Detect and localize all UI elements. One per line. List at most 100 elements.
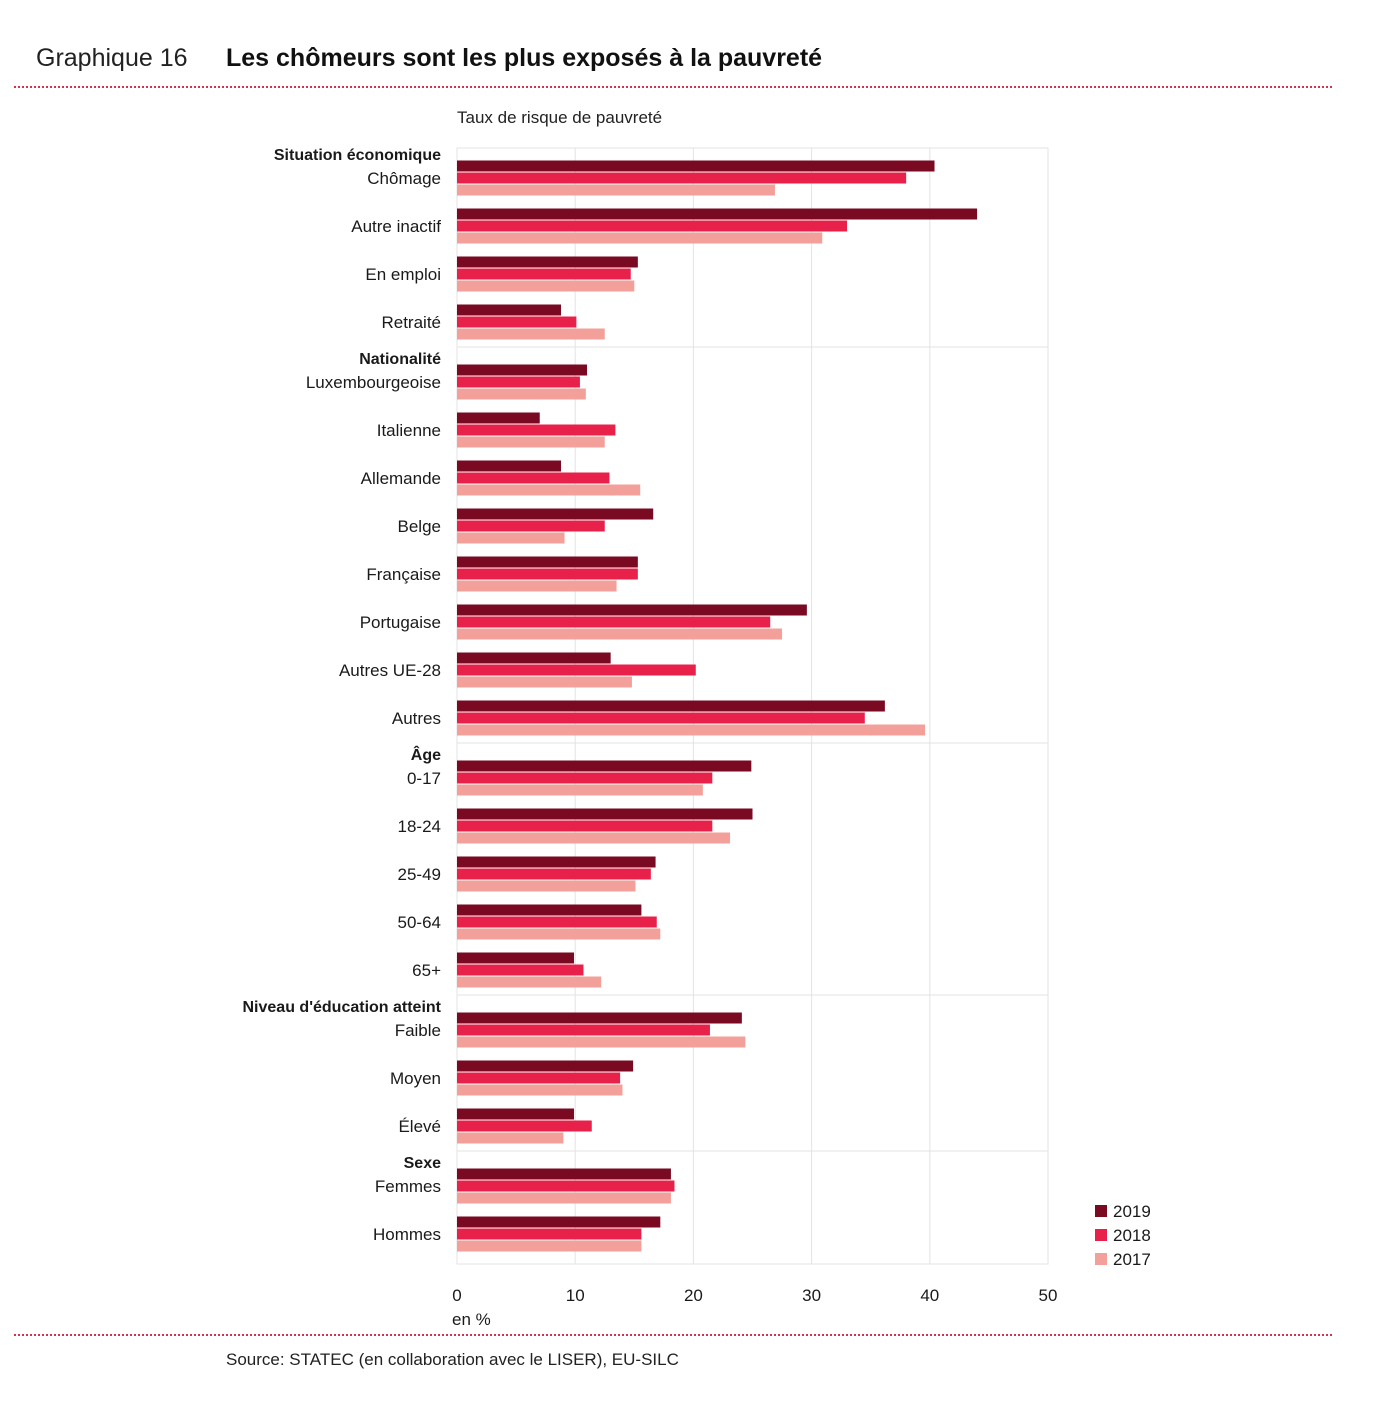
bar-italienne-2017: [457, 436, 605, 448]
category-label-eleve: Élevé: [398, 1117, 441, 1136]
bar-18-24-2017: [457, 832, 731, 844]
bar-18-24-2018: [457, 820, 713, 832]
category-label-italienne: Italienne: [377, 421, 441, 440]
bar-en-emploi-2018: [457, 268, 631, 280]
bar-italienne-2018: [457, 424, 616, 436]
bar-en-emploi-2019: [457, 256, 638, 268]
category-label-faible: Faible: [395, 1021, 441, 1040]
category-label-luxembourgeoise: Luxembourgeoise: [306, 373, 441, 392]
group-label-sexe: Sexe: [404, 1155, 441, 1172]
category-label-autre-inactif: Autre inactif: [351, 217, 441, 236]
legend-label-2018: 2018: [1113, 1226, 1151, 1245]
category-label-en-emploi: En emploi: [365, 265, 441, 284]
bar-50-64-2017: [457, 928, 661, 940]
bar-0-17-2018: [457, 772, 713, 784]
bar-francaise-2017: [457, 580, 617, 592]
x-tick-label: 0: [452, 1286, 461, 1305]
bar-autres-ue-28-2019: [457, 652, 611, 664]
category-label-18-24: 18-24: [398, 817, 441, 836]
category-label-autres: Autres: [392, 709, 441, 728]
category-label-65: 65+: [412, 961, 441, 980]
category-label-allemande: Allemande: [361, 469, 441, 488]
category-label-autres-ue-28: Autres UE-28: [339, 661, 441, 680]
bar-50-64-2019: [457, 904, 642, 916]
category-label-chomage: Chômage: [367, 169, 441, 188]
bar-retraite-2018: [457, 316, 577, 328]
bar-0-17-2017: [457, 784, 703, 796]
bar-autre-inactif-2019: [457, 208, 978, 220]
bar-luxembourgeoise-2017: [457, 388, 586, 400]
x-axis-label: en %: [452, 1310, 491, 1329]
bar-eleve-2017: [457, 1132, 564, 1144]
bar-portugaise-2019: [457, 604, 807, 616]
group-label-nationalite: Nationalité: [359, 351, 441, 368]
bar-moyen-2018: [457, 1072, 621, 1084]
bar-moyen-2019: [457, 1060, 634, 1072]
bar-belge-2018: [457, 520, 605, 532]
bar-luxembourgeoise-2018: [457, 376, 580, 388]
bar-50-64-2018: [457, 916, 657, 928]
bar-allemande-2019: [457, 460, 562, 472]
bar-francaise-2019: [457, 556, 638, 568]
legend-swatch-2017: [1095, 1253, 1107, 1265]
bar-retraite-2017: [457, 328, 605, 340]
bar-hommes-2019: [457, 1216, 661, 1228]
bar-65-2017: [457, 976, 602, 988]
graph-number: Graphique 16: [36, 44, 188, 72]
bar-retraite-2019: [457, 304, 562, 316]
bar-65-2019: [457, 952, 575, 964]
bar-autres-2017: [457, 724, 926, 736]
legend-label-2019: 2019: [1113, 1202, 1151, 1221]
bar-faible-2018: [457, 1024, 710, 1036]
bar-italienne-2019: [457, 412, 540, 424]
x-tick-label: 40: [920, 1286, 939, 1305]
category-label-50-64: 50-64: [398, 913, 441, 932]
bar-allemande-2017: [457, 484, 641, 496]
group-label-niveau-d-education-atteint: Niveau d'éducation atteint: [243, 999, 442, 1016]
category-label-belge: Belge: [398, 517, 441, 536]
bar-belge-2017: [457, 532, 565, 544]
bar-luxembourgeoise-2019: [457, 364, 588, 376]
bar-65-2018: [457, 964, 584, 976]
legend-swatch-2019: [1095, 1205, 1107, 1217]
category-label-femmes: Femmes: [375, 1177, 441, 1196]
bar-chomage-2017: [457, 184, 775, 196]
x-tick-label: 50: [1039, 1286, 1058, 1305]
bar-hommes-2018: [457, 1228, 642, 1240]
bar-portugaise-2018: [457, 616, 771, 628]
category-label-hommes: Hommes: [373, 1225, 441, 1244]
top-divider: [14, 86, 1332, 88]
bar-portugaise-2017: [457, 628, 783, 640]
bar-chomage-2018: [457, 172, 907, 184]
bar-faible-2017: [457, 1036, 746, 1048]
bar-25-49-2018: [457, 868, 651, 880]
bar-eleve-2018: [457, 1120, 592, 1132]
x-tick-label: 10: [566, 1286, 585, 1305]
chart-subtitle: Taux de risque de pauvreté: [457, 108, 663, 127]
bar-autres-2018: [457, 712, 865, 724]
bar-femmes-2018: [457, 1180, 675, 1192]
chart-title: Les chômeurs sont les plus exposés à la …: [226, 44, 823, 72]
bar-en-emploi-2017: [457, 280, 635, 292]
group-label-age: Âge: [411, 745, 441, 764]
category-label-retraite: Retraité: [381, 313, 441, 332]
bar-autres-2019: [457, 700, 885, 712]
category-label-moyen: Moyen: [390, 1069, 441, 1088]
x-tick-label: 20: [684, 1286, 703, 1305]
bottom-divider: [14, 1334, 1332, 1336]
bar-autres-ue-28-2017: [457, 676, 632, 688]
bar-belge-2019: [457, 508, 654, 520]
legend-label-2017: 2017: [1113, 1250, 1151, 1269]
bar-0-17-2019: [457, 760, 752, 772]
bar-allemande-2018: [457, 472, 610, 484]
bar-faible-2019: [457, 1012, 742, 1024]
bar-hommes-2017: [457, 1240, 642, 1252]
group-label-situation-economique: Situation économique: [274, 147, 441, 164]
category-label-25-49: 25-49: [398, 865, 441, 884]
bar-moyen-2017: [457, 1084, 623, 1096]
bar-francaise-2018: [457, 568, 638, 580]
legend-swatch-2018: [1095, 1229, 1107, 1241]
bar-eleve-2019: [457, 1108, 575, 1120]
bar-18-24-2019: [457, 808, 753, 820]
